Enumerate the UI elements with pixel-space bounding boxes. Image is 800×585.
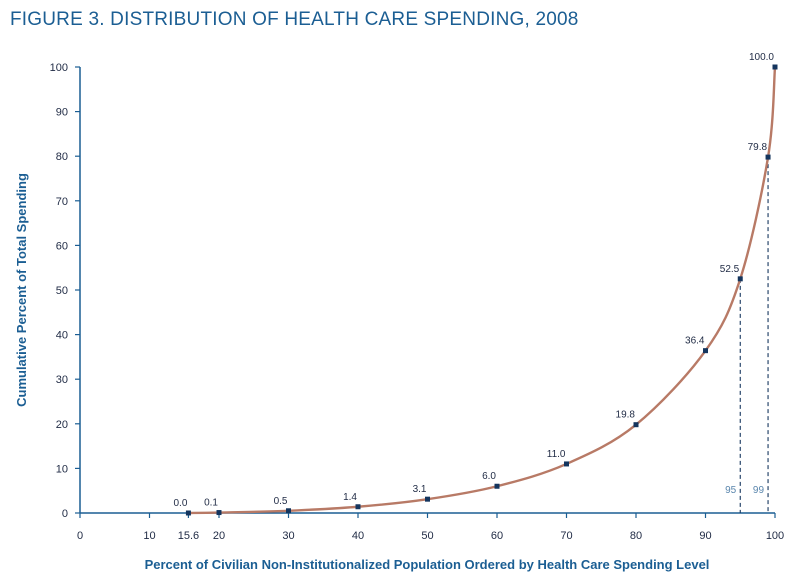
x-tick-label: 70 (560, 530, 572, 542)
data-label: 19.8 (616, 410, 636, 421)
curve-layer (188, 66, 777, 515)
y-tick-label: 80 (56, 151, 68, 163)
x-tick-label: 30 (282, 530, 294, 542)
y-tick-label: 90 (56, 107, 68, 119)
data-label: 11.0 (547, 449, 566, 460)
data-label: 1.4 (343, 492, 357, 503)
y-tick-label: 60 (56, 240, 68, 252)
x-tick-label: 60 (491, 530, 503, 542)
data-label: 36.4 (685, 336, 705, 347)
y-tick-label: 50 (56, 285, 68, 297)
annotation-label: 95 (725, 485, 737, 496)
data-points (185, 64, 778, 516)
y-tick-label: 0 (62, 508, 68, 520)
x-tick-label: 40 (352, 530, 364, 542)
data-labels: 0.0 0.1 0.5 1.4 3.1 6.0 11.0 19.8 36.4 52.5 79.8 10… (174, 52, 775, 509)
data-label: 52.5 (720, 264, 740, 275)
x-tick-label: 20 (213, 530, 225, 542)
data-label: 100.0 (749, 52, 774, 63)
data-label: 79.8 (748, 142, 768, 153)
y-tick-label: 10 (56, 463, 68, 475)
y-tick-label: 70 (56, 196, 68, 208)
x-tick-label: 50 (421, 530, 433, 542)
data-point (355, 504, 361, 510)
x-tick-label: 10 (143, 530, 155, 542)
x-axis-label: Percent of Civilian Non-Institutionalize… (145, 557, 710, 572)
x-tick-label: 80 (630, 530, 642, 542)
data-point (765, 154, 771, 160)
data-point (216, 510, 222, 516)
data-point (633, 422, 639, 428)
y-tick-label: 100 (50, 62, 68, 74)
x-tick-label: 0 (77, 530, 83, 542)
x-tick-label: 15.6 (178, 530, 199, 542)
data-point (494, 483, 500, 489)
data-point (737, 276, 743, 282)
annotation-lines: 95 99 (725, 157, 769, 513)
x-tick-label: 100 (766, 530, 784, 542)
axes: 0 10 20 30 40 50 60 70 80 90 100 0 10 15.6 20 30 40 50 60 7… (50, 62, 785, 542)
data-label: 3.1 (413, 484, 427, 495)
data-point (703, 348, 708, 354)
data-point (772, 64, 778, 70)
data-label: 0.1 (204, 498, 218, 509)
y-axis-label: Cumulative Percent of Total Spending (14, 173, 29, 407)
y-tick-label: 40 (56, 330, 68, 342)
data-label: 0.5 (274, 496, 288, 507)
y-tick-label: 30 (56, 374, 68, 386)
series-line (188, 66, 777, 515)
annotation-label: 99 (753, 485, 765, 496)
data-point (286, 508, 291, 514)
data-label: 0.0 (174, 498, 188, 509)
data-point (425, 496, 430, 502)
chart-title: FIGURE 3. DISTRIBUTION OF HEALTH CARE SP… (10, 9, 579, 30)
data-label: 6.0 (482, 471, 496, 482)
y-tick-label: 20 (56, 419, 68, 431)
data-point (564, 461, 569, 467)
data-point (185, 510, 191, 516)
x-tick-label: 90 (699, 530, 711, 542)
